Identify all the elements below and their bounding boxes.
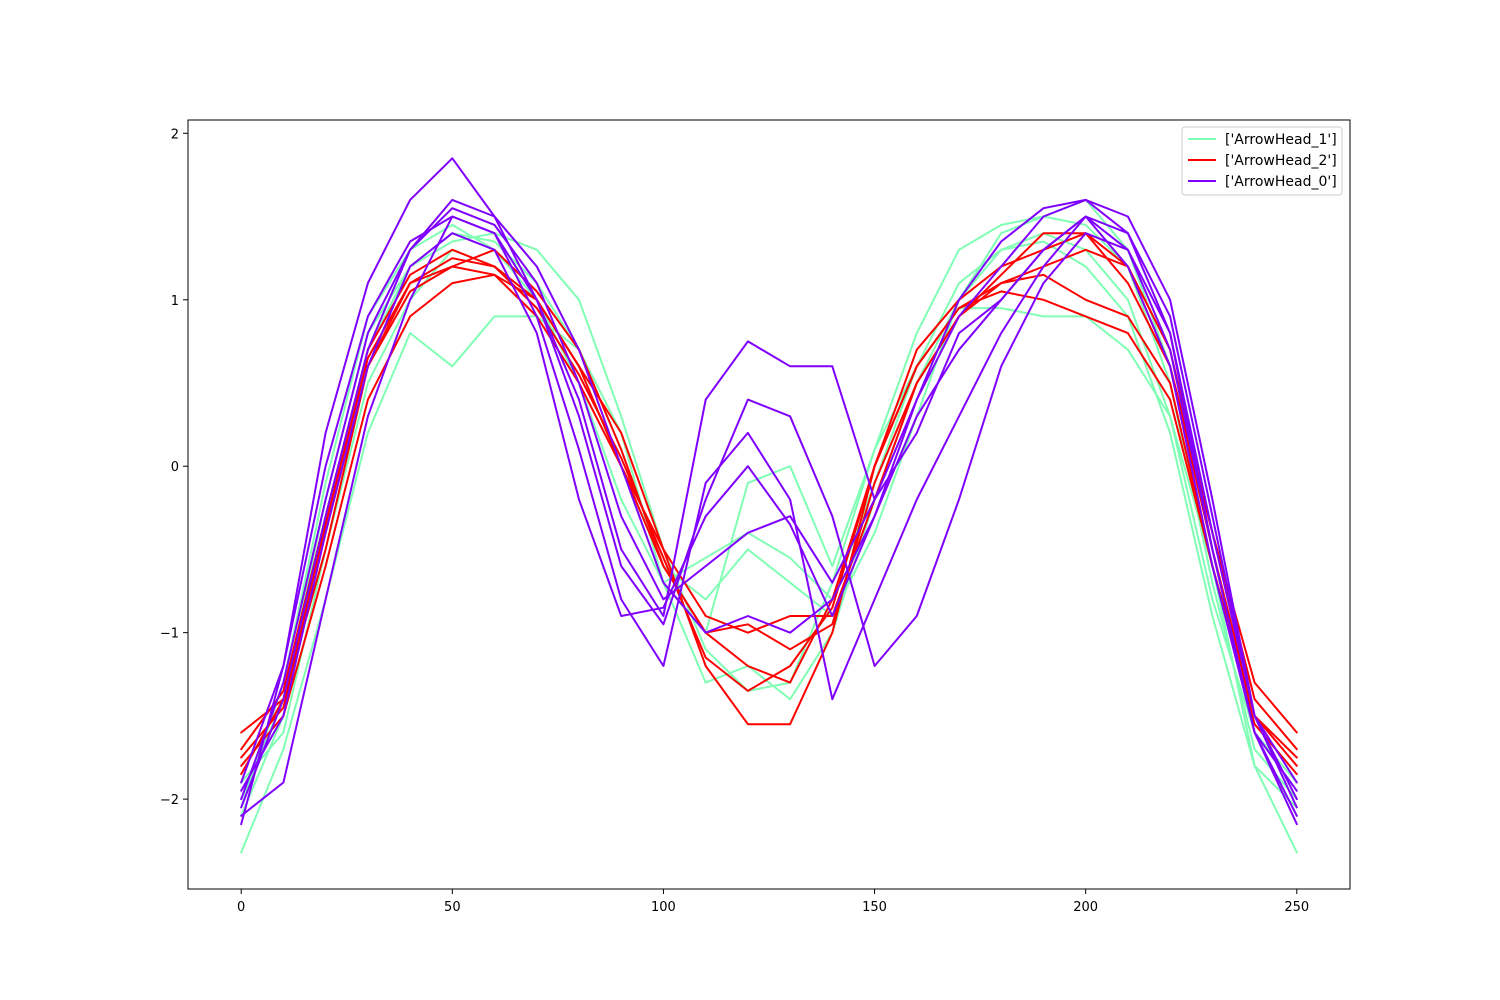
x-tick-label: 250 xyxy=(1284,900,1309,915)
series-line-arrowhead-2-7 xyxy=(240,273,1298,767)
x-tick-label: 50 xyxy=(444,900,461,915)
x-tick-label: 0 xyxy=(237,900,245,915)
y-tick-label: 0 xyxy=(171,460,179,475)
y-axis: −2 −1 0 1 2 xyxy=(160,127,188,808)
series-line-arrowhead-1-1 xyxy=(240,198,1298,817)
y-tick-label: −1 xyxy=(160,627,179,642)
y-tick-label: 1 xyxy=(171,294,179,309)
series-line-arrowhead-0-13 xyxy=(240,215,1298,792)
x-tick-label: 150 xyxy=(862,900,887,915)
series-line-arrowhead-1-4 xyxy=(240,223,1298,809)
legend-label: ['ArrowHead_0'] xyxy=(1225,174,1337,190)
series-line-arrowhead-1-0 xyxy=(240,307,1298,854)
x-tick-label: 200 xyxy=(1073,900,1098,915)
legend-box xyxy=(1181,126,1343,196)
y-tick-label: 2 xyxy=(171,127,179,142)
series-line-arrowhead-0-11 xyxy=(240,215,1298,817)
legend-label: ['ArrowHead_1'] xyxy=(1225,132,1337,148)
series-layer xyxy=(240,157,1298,854)
series-line-arrowhead-2-6 xyxy=(240,232,1298,751)
series-line-arrowhead-0-14 xyxy=(240,198,1298,809)
axes-frame xyxy=(187,119,1351,890)
y-tick-label: −2 xyxy=(160,793,179,808)
series-line-arrowhead-0-10 xyxy=(240,157,1298,826)
legend: ['ArrowHead_1'] ['ArrowHead_2'] ['ArrowHea… xyxy=(1181,126,1343,196)
x-tick-label: 100 xyxy=(651,900,676,915)
series-line-arrowhead-1-3 xyxy=(240,232,1298,784)
series-line-arrowhead-0-15 xyxy=(240,215,1298,784)
series-line-arrowhead-2-9 xyxy=(240,257,1298,776)
legend-label: ['ArrowHead_2'] xyxy=(1225,153,1337,169)
x-axis: 0 50 100 150 200 250 xyxy=(237,889,1309,915)
